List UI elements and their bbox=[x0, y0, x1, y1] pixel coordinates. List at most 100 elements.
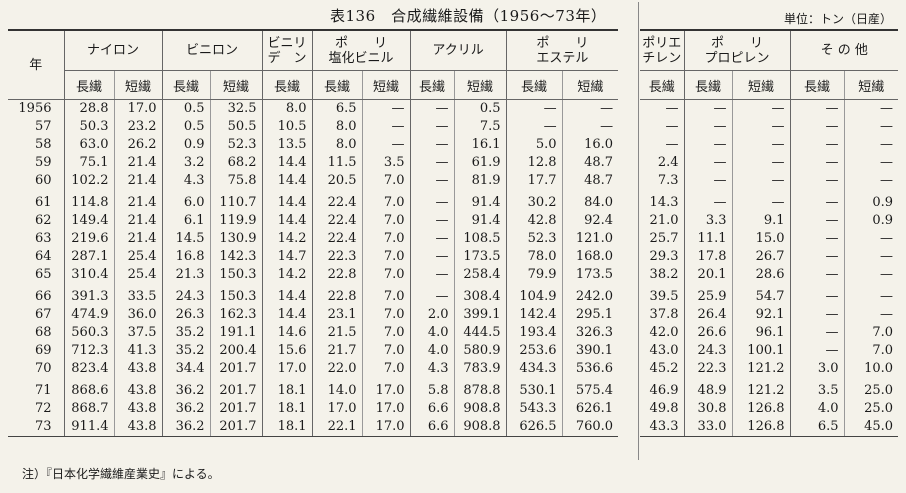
value-cell: 22.8 bbox=[312, 266, 363, 284]
right-subheader-long-fiber: 長繊 bbox=[684, 70, 733, 100]
value-cell: 3.3 bbox=[684, 212, 733, 230]
value-cell: 102.2 bbox=[64, 172, 115, 190]
value-cell: 783.9 bbox=[454, 360, 507, 378]
value-cell: 37.5 bbox=[114, 324, 163, 342]
value-cell: 149.4 bbox=[64, 212, 115, 230]
table-row: 73 911.4 43.8 36.2 201.7 18.1 22.1 17.0 6.6 908.8… bbox=[8, 418, 619, 437]
source-note: 注）『日本化学繊維産業史』による。 bbox=[22, 467, 220, 481]
value-cell: 626.5 bbox=[506, 418, 563, 437]
table-row: 25.7 11.1 15.0— — bbox=[640, 230, 898, 248]
value-cell: 43.8 bbox=[114, 378, 163, 400]
value-cell: 92.4 bbox=[584, 213, 614, 228]
value-cell: 33.5 bbox=[114, 284, 163, 306]
value-cell: — bbox=[410, 266, 455, 284]
table-row: 43.3 33.0 126.8 6.5 45.0 bbox=[640, 418, 899, 437]
value-cell: 75.1 bbox=[64, 154, 115, 172]
value-cell: 11.1 bbox=[684, 230, 733, 248]
value-cell: 7.0 bbox=[362, 172, 411, 190]
value-cell: 6.5 bbox=[312, 99, 363, 118]
value-cell: — bbox=[790, 342, 845, 360]
value-cell: 168.0 bbox=[575, 249, 614, 264]
value-cell: — bbox=[790, 230, 845, 248]
value-cell: 17.8 bbox=[684, 248, 733, 266]
value-cell: 530.1 bbox=[506, 378, 563, 400]
value-cell: 191.1 bbox=[210, 324, 263, 342]
table-row: 29.3 17.8 26.7— — bbox=[640, 248, 898, 266]
value-cell: 5.8 bbox=[410, 378, 455, 400]
value-cell: — bbox=[410, 230, 455, 248]
value-cell: 25.4 bbox=[114, 248, 163, 266]
group-label: ナイロン bbox=[87, 43, 140, 58]
value-cell: 34.4 bbox=[162, 360, 211, 378]
value-cell: 10.0 bbox=[864, 361, 894, 376]
value-cell: 20.5 bbox=[312, 172, 363, 190]
value-cell: 17.0 bbox=[362, 400, 411, 418]
value-cell: — bbox=[362, 99, 411, 118]
value-cell: 68.2 bbox=[210, 154, 263, 172]
value-cell: 219.6 bbox=[64, 230, 115, 248]
value-cell: — bbox=[880, 289, 894, 304]
value-cell: 25.0 bbox=[864, 401, 894, 416]
value-cell: 560.3 bbox=[64, 324, 115, 342]
value-cell: 21.4 bbox=[114, 172, 163, 190]
table-row: 14.3— — —0.9 bbox=[640, 190, 898, 212]
value-cell: 295.1 bbox=[575, 307, 614, 322]
value-cell: 14.2 bbox=[262, 230, 313, 248]
group-header-other: そ の 他 bbox=[790, 30, 899, 71]
value-cell: — bbox=[732, 118, 791, 136]
value-cell: 3.5 bbox=[362, 154, 411, 172]
value-cell: — bbox=[880, 307, 894, 322]
value-cell: — bbox=[732, 172, 791, 190]
value-cell: — bbox=[732, 136, 791, 154]
value-cell: 8.0 bbox=[262, 99, 313, 118]
value-cell: — bbox=[684, 136, 733, 154]
year-cell: 72 bbox=[8, 400, 65, 418]
year-cell: 69 bbox=[8, 342, 65, 360]
value-cell: 41.3 bbox=[114, 342, 163, 360]
value-cell: 390.1 bbox=[575, 343, 614, 358]
value-cell: 0.9 bbox=[162, 136, 211, 154]
value-cell: 2.0 bbox=[410, 306, 455, 324]
value-cell: 28.6 bbox=[732, 266, 791, 284]
year-cell: 71 bbox=[8, 378, 65, 400]
value-cell: 22.4 bbox=[312, 230, 363, 248]
value-cell: — bbox=[880, 137, 894, 152]
table-row: — — — — — bbox=[640, 136, 898, 154]
value-cell: — bbox=[684, 172, 733, 190]
value-cell: 0.5 bbox=[162, 118, 211, 136]
synthetic-fiber-table-right: ポリエ チレン ポ リ プロピレン そ の 他 長繊 長繊 短繊 長繊 短繊 — — — — —… bbox=[640, 29, 899, 437]
value-cell: — bbox=[732, 99, 791, 118]
value-cell: 96.1 bbox=[732, 324, 791, 342]
value-cell: 35.2 bbox=[162, 342, 211, 360]
left-subheader-short-fiber: 短繊 bbox=[562, 70, 619, 100]
value-cell: 201.7 bbox=[210, 378, 263, 400]
value-cell: 474.9 bbox=[64, 306, 115, 324]
left-subheader-long-fiber: 長繊 bbox=[506, 70, 563, 100]
value-cell: 17.0 bbox=[114, 99, 163, 118]
value-cell: 287.1 bbox=[64, 248, 115, 266]
value-cell: — bbox=[410, 172, 455, 190]
value-cell: — bbox=[410, 248, 455, 266]
group-header-acrylic: アクリル bbox=[410, 30, 507, 71]
value-cell: 39.5 bbox=[640, 284, 685, 306]
value-cell: 201.7 bbox=[210, 360, 263, 378]
value-cell: — bbox=[410, 118, 455, 136]
value-cell: 15.6 bbox=[262, 342, 313, 360]
value-cell: 24.3 bbox=[162, 284, 211, 306]
value-cell: 17.0 bbox=[262, 360, 313, 378]
value-cell: 908.8 bbox=[454, 418, 507, 437]
left-subheader-long-fiber: 長繊 bbox=[312, 70, 363, 100]
value-cell: 7.0 bbox=[362, 360, 411, 378]
table-row: 43.0 24.3 100.1— 7.0 bbox=[640, 342, 898, 360]
value-cell: 36.2 bbox=[162, 418, 211, 437]
value-cell: 26.7 bbox=[732, 248, 791, 266]
value-cell: 23.2 bbox=[114, 118, 163, 136]
value-cell: 0.5 bbox=[162, 99, 211, 118]
value-cell: — bbox=[732, 190, 791, 212]
value-cell: 63.0 bbox=[64, 136, 115, 154]
value-cell: — bbox=[880, 101, 894, 116]
value-cell: 14.4 bbox=[262, 172, 313, 190]
value-cell: 22.8 bbox=[312, 284, 363, 306]
year-cell: 59 bbox=[8, 154, 65, 172]
value-cell: 25.7 bbox=[640, 230, 685, 248]
